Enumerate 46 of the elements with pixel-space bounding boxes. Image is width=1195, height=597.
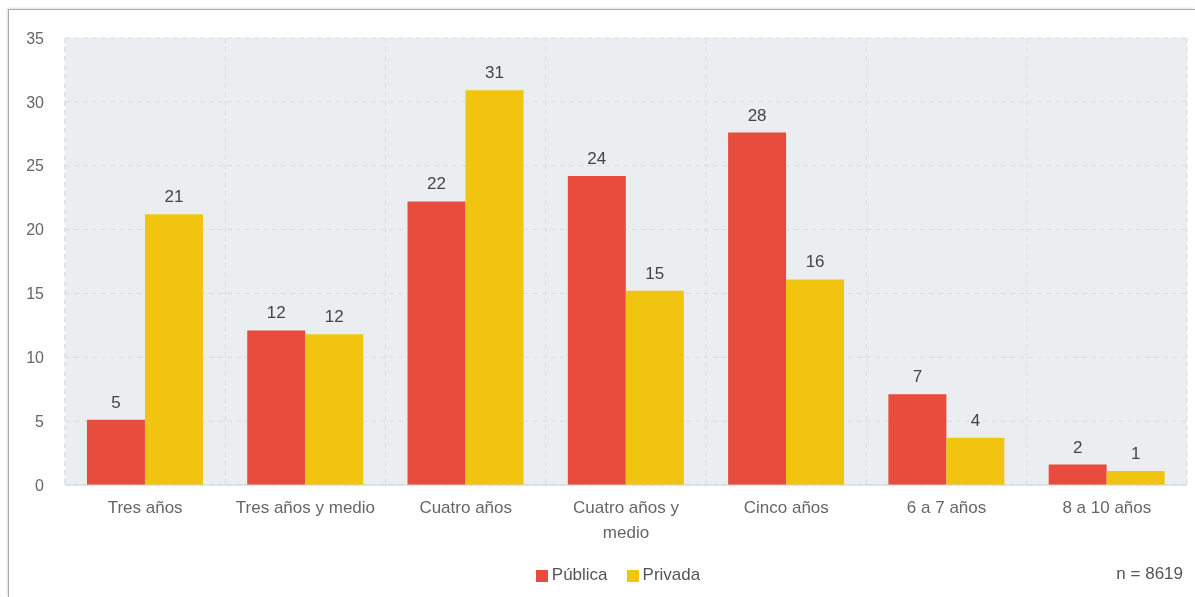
bar — [1106, 470, 1165, 485]
legend-label: Privada — [642, 565, 701, 584]
x-tick-label: Cinco años — [743, 498, 829, 518]
data-label: 15 — [645, 263, 665, 283]
y-tick-label: 15 — [26, 285, 45, 303]
bar — [305, 334, 364, 485]
data-label: 7 — [912, 367, 923, 387]
y-tick-label: 20 — [26, 221, 45, 239]
bar — [888, 394, 947, 485]
data-label: 1 — [1130, 443, 1141, 463]
y-tick-label: 30 — [26, 93, 45, 111]
bar — [946, 437, 1005, 485]
y-tick-label: 5 — [35, 412, 45, 430]
x-tick-label: Tres años — [107, 498, 183, 518]
x-tick-label: 8 a 10 años — [1062, 498, 1152, 518]
bar — [247, 330, 306, 485]
bar — [86, 419, 145, 485]
data-label: 4 — [970, 410, 981, 430]
bar — [625, 290, 684, 485]
bar — [465, 90, 524, 485]
data-label: 12 — [324, 307, 344, 327]
data-label: 16 — [805, 252, 825, 272]
y-tick-label: 35 — [26, 29, 45, 47]
data-label: 24 — [587, 148, 607, 168]
data-label: 28 — [747, 105, 767, 125]
x-tick-label: Tres años y medio — [235, 498, 376, 518]
y-tick-label: 10 — [26, 348, 45, 366]
x-tick-label: Cuatro años y medio — [573, 498, 680, 543]
text: n = 8619 — [1116, 564, 1183, 584]
data-label: 5 — [111, 392, 121, 412]
data-label: 12 — [266, 303, 286, 323]
data-label: 2 — [1072, 437, 1083, 457]
y-tick-label: 0 — [35, 476, 45, 494]
bar — [728, 132, 787, 485]
bar — [786, 279, 845, 485]
bar — [407, 201, 466, 485]
bar — [144, 214, 203, 485]
bar — [567, 175, 626, 485]
y-tick-label: 25 — [26, 157, 45, 175]
bar — [1048, 464, 1107, 485]
x-tick-label: 6 a 7 años — [906, 498, 987, 518]
x-tick-label: Cuatro años — [419, 498, 513, 518]
data-label: 22 — [427, 174, 446, 194]
data-label: 31 — [485, 63, 504, 83]
data-label: 21 — [164, 187, 184, 207]
legend-label: Pública — [551, 565, 608, 584]
